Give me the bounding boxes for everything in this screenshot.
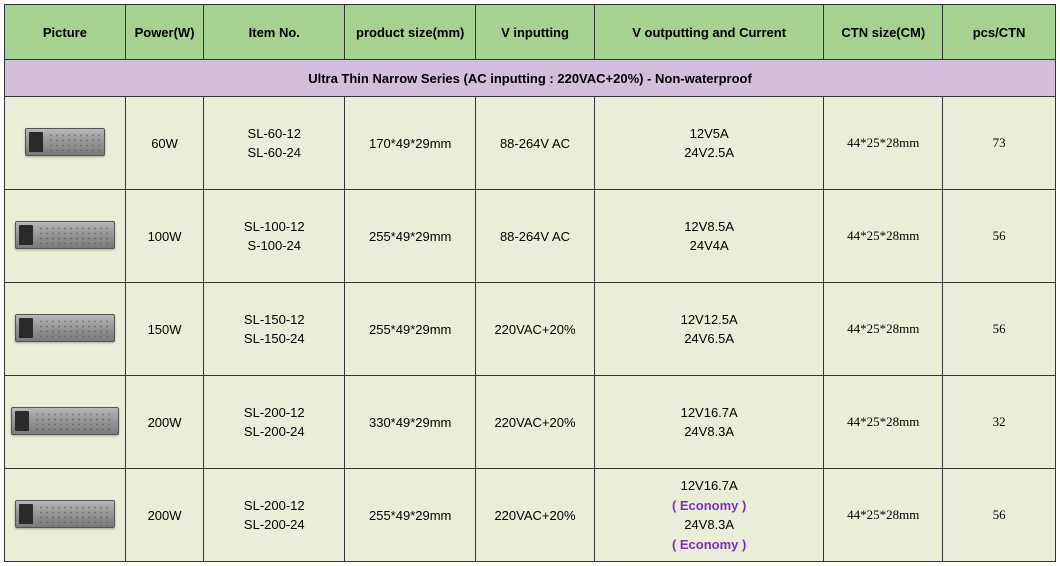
cell-ctn: 44*25*28mm [824,469,943,562]
cell-size: 330*49*29mm [345,376,476,469]
cell-vout: 12V12.5A24V6.5A [594,283,824,376]
cell-pcs: 56 [943,190,1056,283]
cell-size: 255*49*29mm [345,469,476,562]
cell-vin: 88-264V AC [476,190,595,283]
col-header: product size(mm) [345,5,476,60]
table-row: 60WSL-60-12SL-60-24170*49*29mm88-264V AC… [5,97,1056,190]
cell-vout: 12V8.5A24V4A [594,190,824,283]
cell-vout: 12V16.7A24V8.3A [594,376,824,469]
cell-vin: 220VAC+20% [476,469,595,562]
cell-ctn: 44*25*28mm [824,283,943,376]
cell-power: 100W [125,190,204,283]
cell-pcs: 56 [943,469,1056,562]
table-row: 200WSL-200-12SL-200-24330*49*29mm220VAC+… [5,376,1056,469]
cell-size: 255*49*29mm [345,283,476,376]
cell-vout: 12V5A24V2.5A [594,97,824,190]
cell-size: 255*49*29mm [345,190,476,283]
series-title: Ultra Thin Narrow Series (AC inputting :… [5,60,1056,97]
col-header: Power(W) [125,5,204,60]
cell-picture [5,97,126,190]
psu-icon [25,128,105,156]
psu-icon [15,500,115,528]
cell-pcs: 73 [943,97,1056,190]
col-header: V outputting and Current [594,5,824,60]
cell-power: 200W [125,469,204,562]
series-row: Ultra Thin Narrow Series (AC inputting :… [5,60,1056,97]
cell-ctn: 44*25*28mm [824,97,943,190]
cell-ctn: 44*25*28mm [824,376,943,469]
product-table: PicturePower(W)Item No.product size(mm)V… [4,4,1056,562]
cell-vin: 220VAC+20% [476,283,595,376]
cell-vout: 12V16.7A ( Economy )24V8.3A ( Economy ) [594,469,824,562]
cell-power: 60W [125,97,204,190]
col-header: Picture [5,5,126,60]
cell-item-no: SL-200-12SL-200-24 [204,469,345,562]
cell-power: 200W [125,376,204,469]
header-row: PicturePower(W)Item No.product size(mm)V… [5,5,1056,60]
cell-item-no: SL-60-12SL-60-24 [204,97,345,190]
col-header: pcs/CTN [943,5,1056,60]
table-row: 100WSL-100-12S-100-24255*49*29mm88-264V … [5,190,1056,283]
cell-item-no: SL-100-12S-100-24 [204,190,345,283]
cell-picture [5,190,126,283]
col-header: CTN size(CM) [824,5,943,60]
cell-size: 170*49*29mm [345,97,476,190]
cell-pcs: 32 [943,376,1056,469]
cell-picture [5,283,126,376]
cell-item-no: SL-150-12SL-150-24 [204,283,345,376]
cell-power: 150W [125,283,204,376]
cell-item-no: SL-200-12SL-200-24 [204,376,345,469]
psu-icon [15,221,115,249]
psu-icon [15,314,115,342]
cell-ctn: 44*25*28mm [824,190,943,283]
psu-icon [11,407,119,435]
table-row: 150WSL-150-12SL-150-24255*49*29mm220VAC+… [5,283,1056,376]
cell-vin: 88-264V AC [476,97,595,190]
cell-vin: 220VAC+20% [476,376,595,469]
col-header: Item No. [204,5,345,60]
table-row: 200WSL-200-12SL-200-24255*49*29mm220VAC+… [5,469,1056,562]
cell-picture [5,376,126,469]
col-header: V inputting [476,5,595,60]
cell-picture [5,469,126,562]
cell-pcs: 56 [943,283,1056,376]
